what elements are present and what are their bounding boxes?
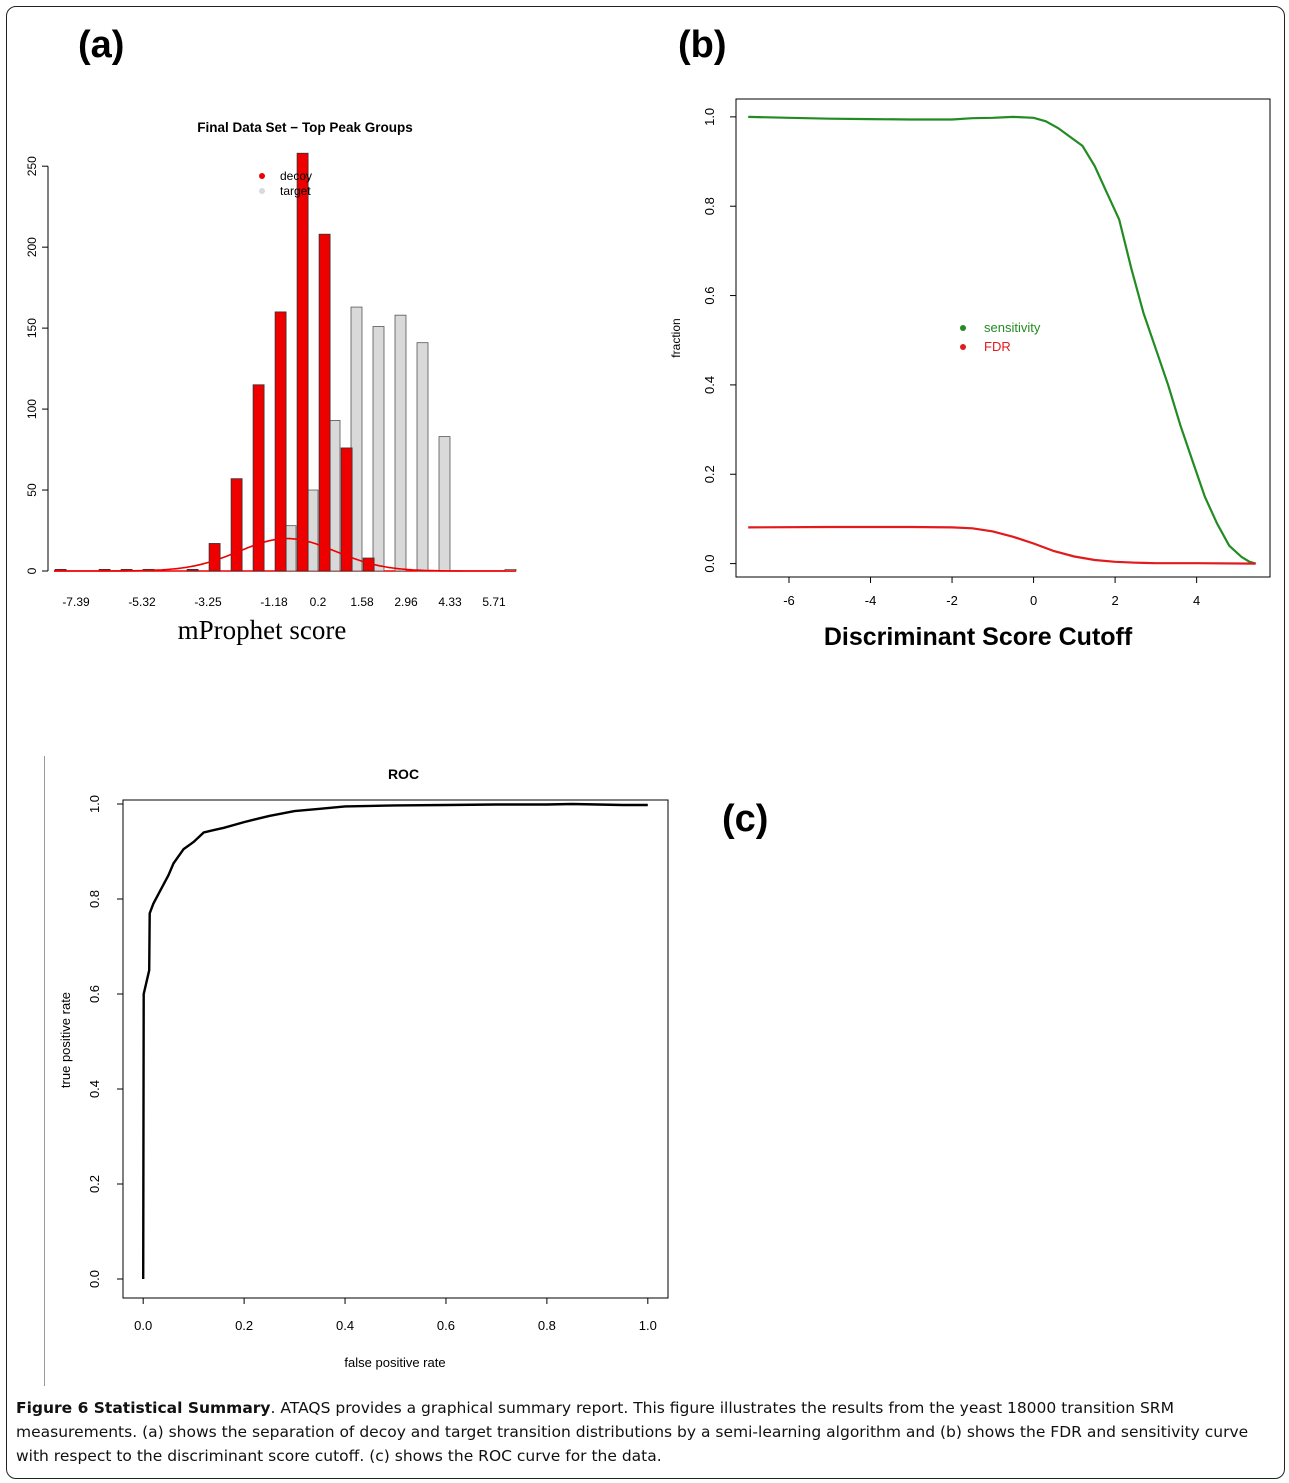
figure-caption: Figure 6 Statistical Summary. ATAQS prov…: [16, 1396, 1276, 1468]
panel-label-a: (a): [78, 24, 125, 66]
caption-text: . ATAQS provides a graphical summary rep…: [16, 1399, 1249, 1465]
caption-figure-label: Figure 6 Statistical Summary: [16, 1399, 271, 1417]
panel-label-b: (b): [678, 24, 727, 66]
panel-c-divider: [44, 756, 45, 1386]
figure-frame: [6, 6, 1285, 1479]
panel-label-c: (c): [722, 798, 769, 840]
